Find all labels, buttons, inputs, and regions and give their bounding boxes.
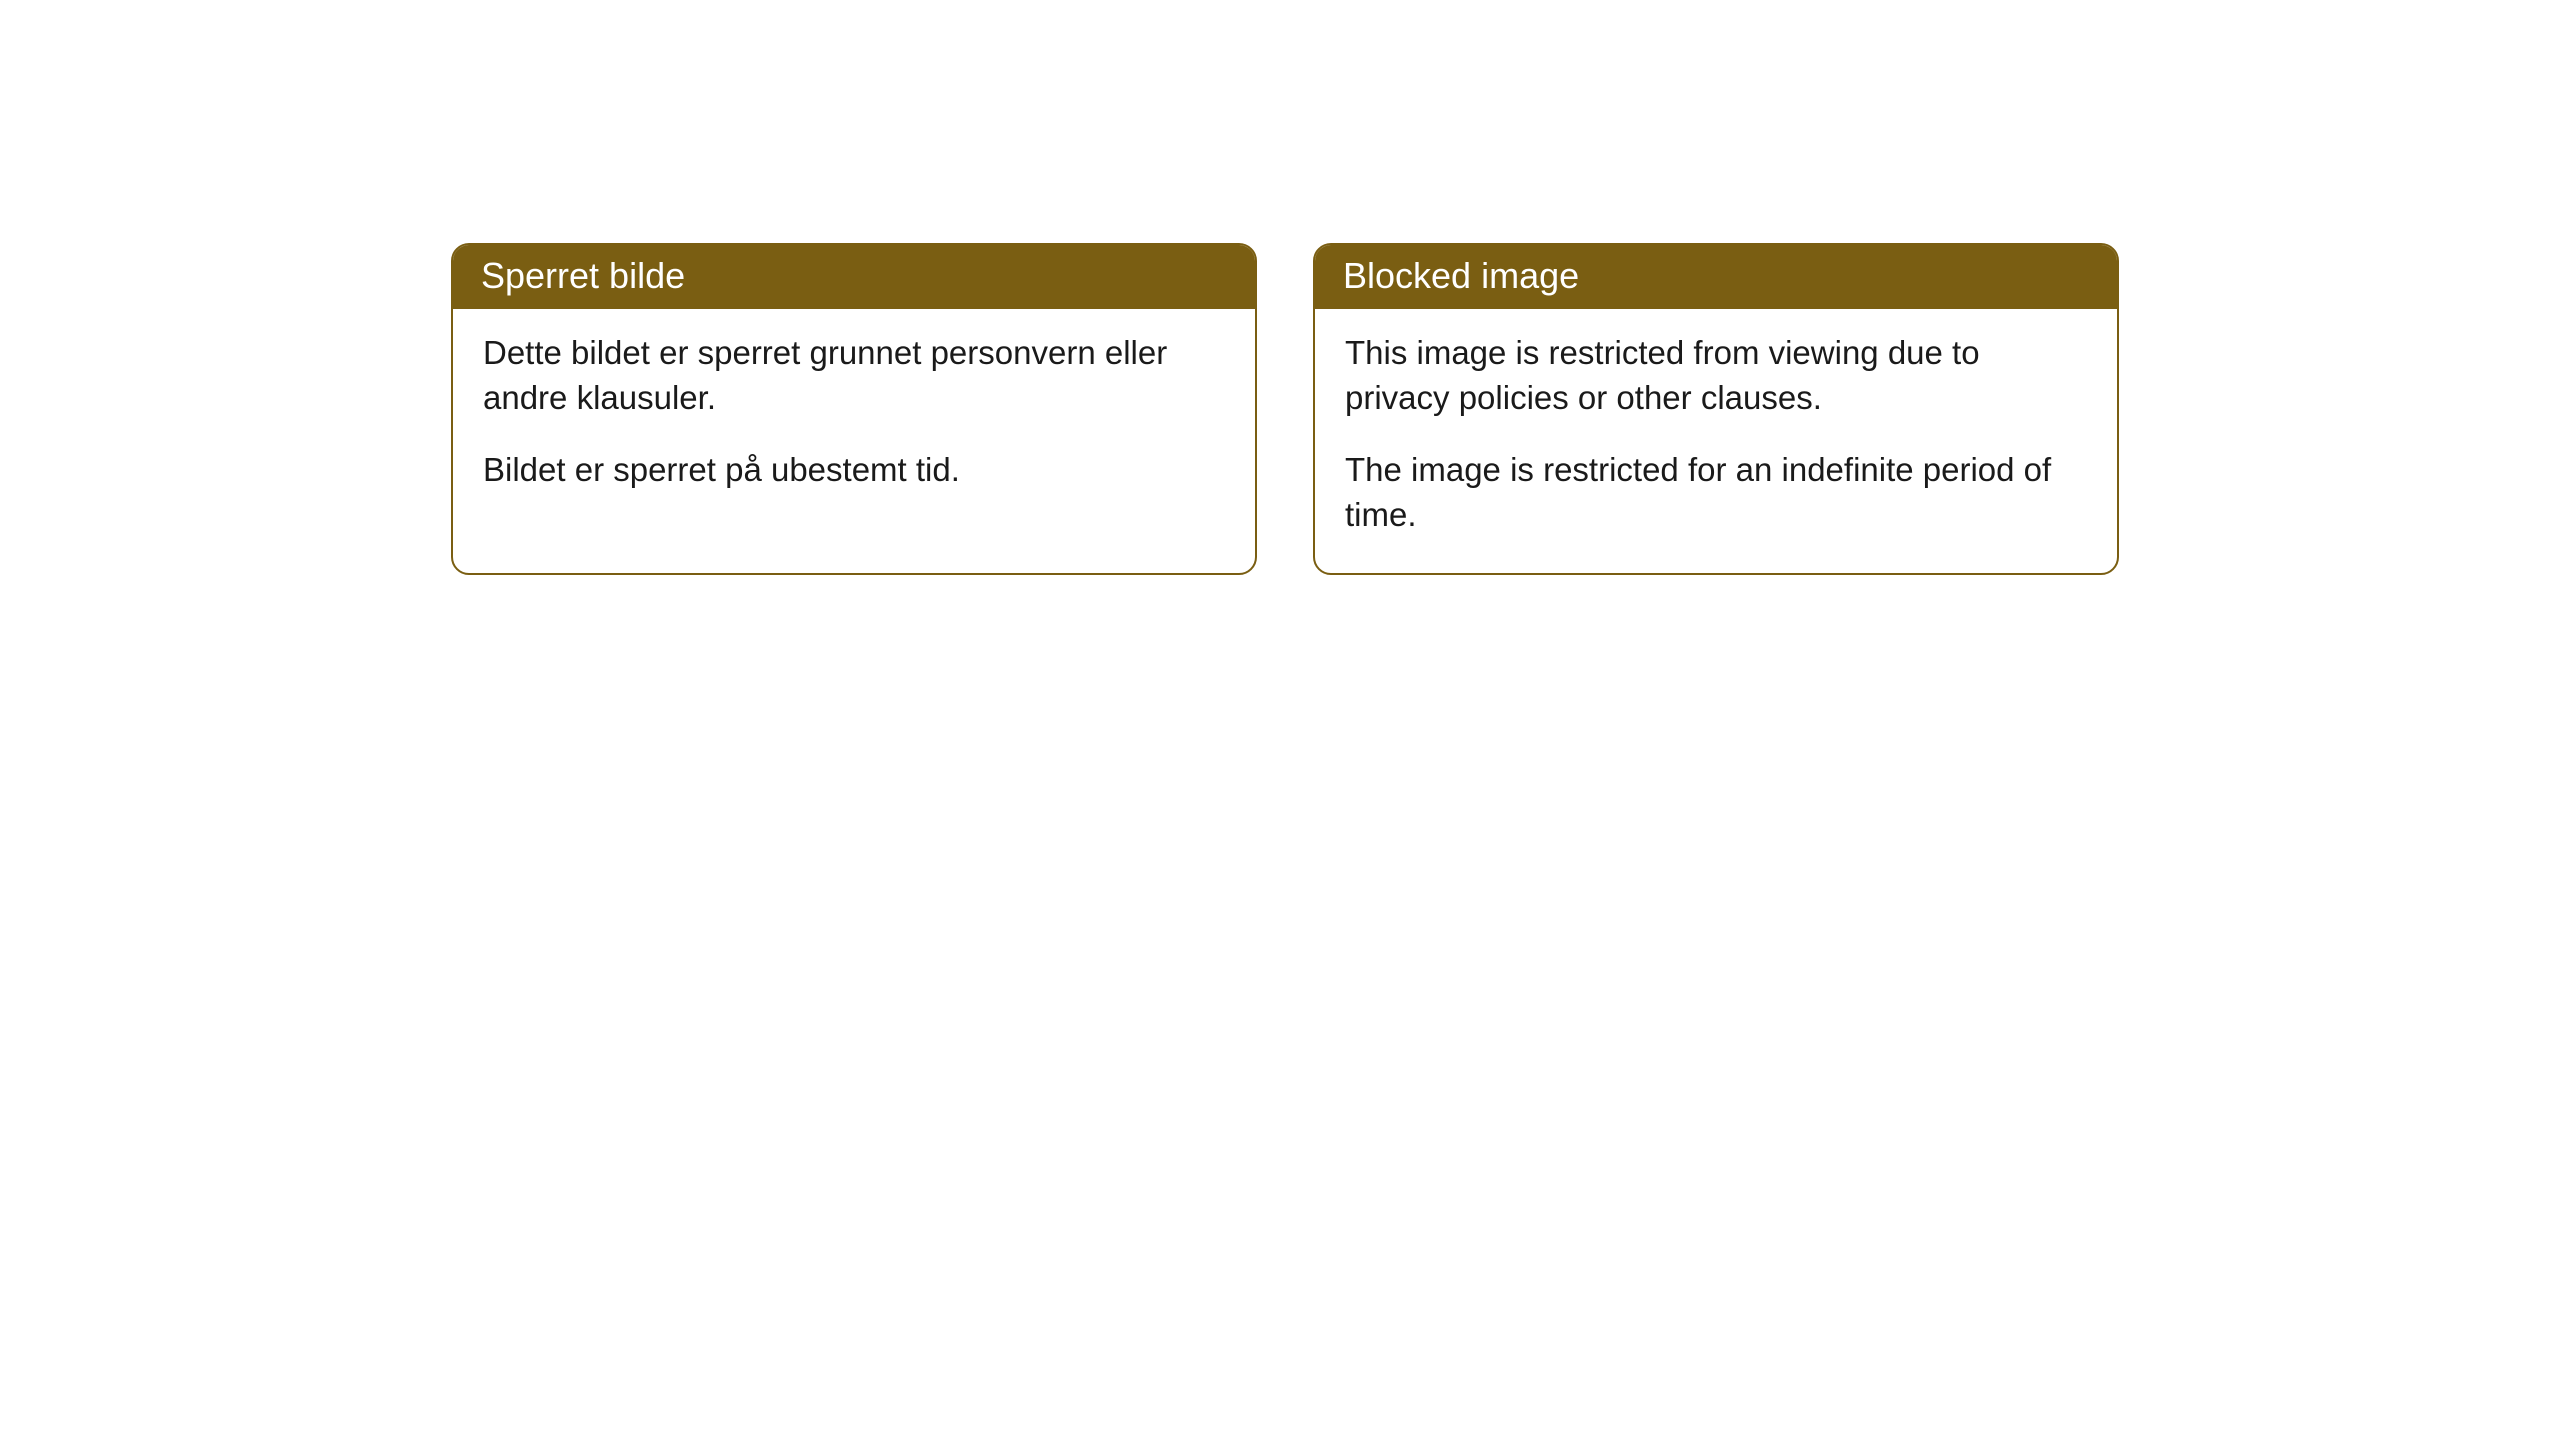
notice-card-body: This image is restricted from viewing du… — [1315, 309, 2117, 573]
notice-paragraph: Bildet er sperret på ubestemt tid. — [483, 448, 1225, 493]
notice-card-header: Sperret bilde — [453, 245, 1255, 309]
notice-card-body: Dette bildet er sperret grunnet personve… — [453, 309, 1255, 529]
notice-cards-container: Sperret bilde Dette bildet er sperret gr… — [451, 243, 2119, 575]
notice-paragraph: Dette bildet er sperret grunnet personve… — [483, 331, 1225, 420]
notice-card-header: Blocked image — [1315, 245, 2117, 309]
notice-card-norwegian: Sperret bilde Dette bildet er sperret gr… — [451, 243, 1257, 575]
notice-paragraph: This image is restricted from viewing du… — [1345, 331, 2087, 420]
notice-paragraph: The image is restricted for an indefinit… — [1345, 448, 2087, 537]
notice-card-english: Blocked image This image is restricted f… — [1313, 243, 2119, 575]
